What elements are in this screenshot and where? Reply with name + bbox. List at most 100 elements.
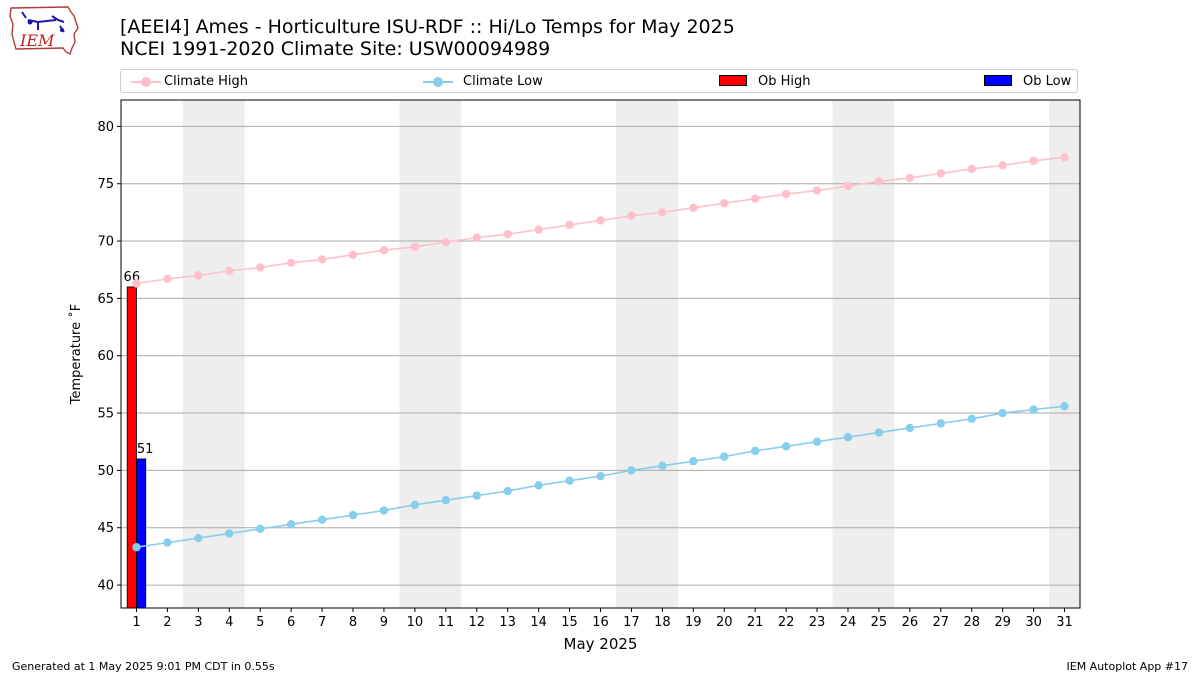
legend: Climate High Climate Low Ob High Ob Low — [120, 69, 1078, 93]
x-tick-label: 11 — [438, 615, 455, 630]
legend-label-climate-high: Climate High — [164, 74, 249, 89]
climate-low-point — [317, 515, 327, 524]
climate-high-point — [379, 246, 389, 255]
x-tick-label: 30 — [1025, 615, 1042, 630]
climate-high-point — [843, 181, 853, 191]
y-tick-label: 45 — [97, 521, 114, 536]
x-tick-label: 13 — [499, 615, 516, 630]
climate-low-point — [163, 538, 172, 547]
y-tick-label: 40 — [97, 579, 114, 594]
y-tick-label: 75 — [97, 177, 114, 192]
x-tick-label: 17 — [623, 615, 640, 630]
climate-low-point — [998, 408, 1007, 418]
climate-high-point — [194, 271, 203, 280]
climate-low-marker-swatch — [433, 77, 443, 87]
climate-high-point — [689, 203, 698, 212]
climate-low-point — [812, 437, 822, 446]
climate-low-point — [1060, 401, 1069, 411]
iowa-state-outline-logo-icon — [9, 6, 79, 55]
y-tick-label: 65 — [97, 292, 114, 307]
climate-high-point — [534, 225, 543, 234]
legend-label-ob-high: Ob High — [758, 74, 811, 89]
climate-low-point — [194, 533, 203, 543]
climate-low-point — [225, 529, 234, 538]
climate-high-marker-swatch — [141, 77, 151, 87]
autoplot-app-label: IEM Autoplot App #17 — [1066, 660, 1189, 673]
x-tick-label: 8 — [349, 615, 357, 630]
x-tick-label: 19 — [685, 615, 702, 630]
x-tick-label: 22 — [778, 615, 795, 630]
climate-high-point — [750, 194, 760, 203]
iem-logo: IEM — [9, 6, 79, 55]
climate-high-point — [565, 220, 574, 230]
x-tick-label: 29 — [994, 615, 1011, 630]
y-tick-label: 80 — [97, 120, 114, 135]
climate-low-point — [348, 510, 358, 520]
chart-subtitle: NCEI 1991-2020 Climate Site: USW00094989 — [120, 38, 551, 60]
legend-label-ob-low: Ob Low — [1023, 74, 1072, 89]
x-tick-label: 5 — [256, 615, 264, 630]
climate-high-point — [317, 255, 327, 264]
x-tick-label: 9 — [380, 615, 388, 630]
y-tick-label: 60 — [97, 349, 114, 364]
climate-high-point — [286, 258, 296, 268]
climate-high-point — [720, 199, 729, 208]
climate-low-point — [905, 423, 915, 433]
logo-text: IEM — [19, 31, 55, 50]
y-tick-label: 55 — [97, 407, 114, 422]
climate-low-point — [750, 446, 760, 456]
plot-frame — [120, 99, 1081, 609]
climate-low-point — [286, 520, 296, 529]
climate-low-point — [256, 524, 265, 534]
x-tick-label: 25 — [871, 615, 888, 630]
climate-high-point — [163, 274, 172, 284]
climate-high-point — [627, 211, 636, 221]
climate-high-point — [256, 263, 265, 272]
legend-label-climate-low: Climate Low — [463, 74, 543, 89]
climate-low-point — [410, 500, 420, 509]
x-tick-label: 31 — [1056, 615, 1073, 630]
climate-low-point — [689, 457, 698, 466]
weekend-band — [1049, 100, 1080, 608]
climate-low-point — [843, 432, 853, 442]
chart-title: [AEEI4] Ames - Horticulture ISU-RDF :: H… — [120, 16, 735, 38]
climate-high-point — [225, 266, 234, 276]
climate-high-point — [472, 233, 481, 242]
climate-low-point — [874, 428, 884, 437]
ob-low-swatch — [984, 75, 1012, 86]
y-tick-label: 50 — [97, 464, 114, 479]
weekend-band — [182, 100, 245, 608]
climate-high-point — [1060, 153, 1069, 162]
x-tick-label: 28 — [963, 615, 980, 630]
climate-high-point — [967, 164, 976, 174]
ob-low-bar — [136, 458, 147, 609]
climate-low-point — [379, 506, 389, 515]
x-tick-label: 27 — [933, 615, 950, 630]
x-tick-label: 24 — [840, 615, 857, 630]
x-tick-label: 6 — [287, 615, 295, 630]
climate-low-point — [503, 486, 512, 496]
climate-low-point — [534, 481, 543, 490]
x-tick-label: 20 — [716, 615, 733, 630]
climate-low-point — [132, 543, 141, 552]
x-tick-label: 26 — [902, 615, 919, 630]
weekend-band — [615, 100, 678, 608]
x-tick-label: 4 — [225, 615, 233, 630]
climate-high-point — [905, 173, 915, 183]
climate-low-point — [967, 414, 976, 423]
climate-low-point — [1029, 405, 1038, 414]
climate-high-point — [874, 177, 884, 186]
y-axis-label: Temperature ˚F — [68, 304, 84, 405]
climate-low-point — [720, 452, 729, 461]
climate-high-point — [503, 229, 512, 239]
x-tick-label: 23 — [809, 615, 826, 630]
x-tick-label: 1 — [132, 615, 140, 630]
ob-high-bar — [126, 286, 137, 609]
climate-high-point — [132, 279, 141, 288]
climate-high-point — [936, 169, 945, 178]
ob-high-swatch — [719, 75, 747, 86]
climate-low-point — [565, 476, 574, 485]
climate-low-point — [627, 466, 636, 475]
climate-high-point — [441, 237, 451, 247]
